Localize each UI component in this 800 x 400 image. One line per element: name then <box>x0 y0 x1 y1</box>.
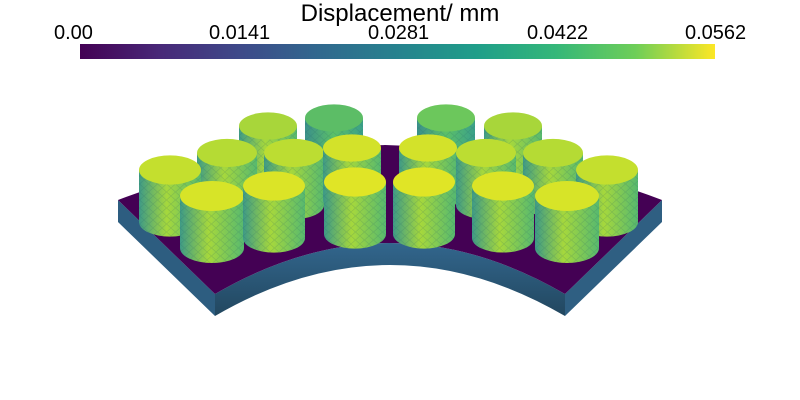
colorbar-tick-label: 0.0281 <box>368 22 430 44</box>
pillar <box>324 167 386 249</box>
pillar-top <box>305 104 363 132</box>
colorbar-tick-label: 0.0562 <box>685 22 747 44</box>
pillar-top <box>243 171 305 201</box>
base-side-front <box>215 243 565 316</box>
pillar-mesh <box>243 186 305 253</box>
pillar <box>472 171 534 253</box>
pillar-top <box>576 155 638 185</box>
pillar-top <box>472 171 534 201</box>
pillar-top <box>484 112 542 140</box>
pillar-top <box>535 180 599 212</box>
pillar-mesh <box>180 196 244 264</box>
pillar-mesh <box>393 182 455 249</box>
colorbar <box>80 44 715 59</box>
base-side-right <box>565 200 662 316</box>
pillar-top <box>417 104 475 132</box>
pillar <box>243 171 305 253</box>
pillar-mesh <box>535 196 599 264</box>
pillar-top <box>264 138 324 168</box>
pillar-top <box>393 167 455 197</box>
pillar-top <box>180 180 244 212</box>
pillar-top <box>139 155 201 185</box>
colorbar-tick-label: 0.0422 <box>527 22 589 44</box>
legend-title: Displacement/ mm <box>300 0 500 27</box>
pillar-mesh <box>324 182 386 249</box>
pillar-top <box>324 167 386 197</box>
pillar-top <box>456 138 516 168</box>
pillar-mesh <box>472 186 534 253</box>
pillar-top <box>239 112 297 140</box>
pillar <box>393 167 455 249</box>
pillar-top <box>399 134 457 162</box>
pillar-top <box>197 138 257 168</box>
pillar-top <box>523 138 583 168</box>
colorbar-tick-label: 0.00 <box>54 22 93 44</box>
pillar-group <box>139 104 638 264</box>
pillar-top <box>323 134 381 162</box>
pillar <box>180 180 244 264</box>
pillar <box>535 180 599 264</box>
base-side-left <box>118 200 215 316</box>
colorbar-tick-label: 0.0141 <box>209 22 271 44</box>
